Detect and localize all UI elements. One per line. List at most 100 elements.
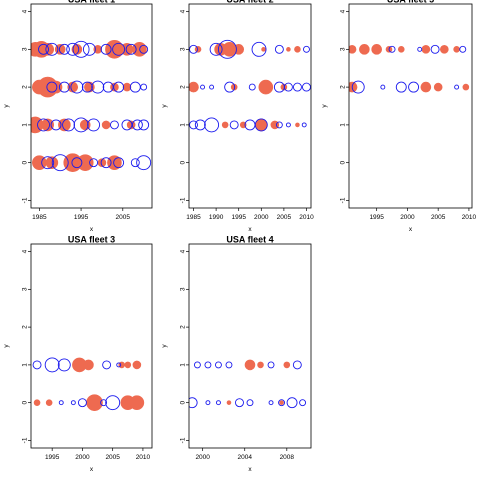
data-point-filled — [294, 46, 301, 53]
panel-4: USA fleet 3 -1 0 1 2 3 4 1995 2000 2005 2010 x y — [3, 235, 153, 473]
data-point-filled — [49, 80, 63, 94]
data-points — [189, 359, 307, 409]
data-point-open — [225, 361, 233, 369]
data-point-open — [430, 44, 440, 54]
data-point-open — [77, 398, 87, 408]
x-tick-label: 1995 — [369, 214, 384, 221]
x-tick-label: 2000 — [254, 214, 269, 221]
x-tick-label: 2010 — [299, 214, 314, 221]
data-point-filled — [86, 394, 103, 411]
data-point-open — [193, 361, 201, 369]
data-point-open — [116, 362, 122, 368]
data-point-open — [62, 118, 76, 132]
data-point-filled — [433, 82, 443, 92]
y-tick-label: 3 — [21, 47, 28, 51]
data-point-filled — [129, 395, 145, 410]
data-point-filled — [83, 359, 94, 371]
data-point-filled — [101, 120, 111, 130]
data-point-open — [459, 45, 467, 53]
data-point-filled — [58, 118, 71, 132]
y-tick-label: 1 — [339, 123, 346, 127]
data-point-open — [301, 122, 307, 128]
data-point-open — [189, 397, 198, 409]
y-tick-label: 2 — [179, 325, 186, 329]
panel-title: USA fleet 3 — [68, 235, 115, 245]
y-tick-label: 1 — [21, 123, 28, 127]
data-point-filled — [226, 400, 232, 405]
x-tick-label: 2004 — [238, 454, 253, 461]
panel-title: USA fleet 2 — [226, 0, 273, 5]
data-point-filled — [124, 361, 132, 369]
data-point-open — [66, 42, 80, 56]
data-point-filled — [76, 154, 94, 171]
data-point-filled — [453, 46, 460, 53]
data-point-open — [58, 43, 70, 55]
data-point-open — [109, 120, 119, 130]
y-tick-label: 4 — [339, 9, 346, 13]
data-point-filled — [132, 360, 142, 370]
data-point-open — [215, 400, 221, 406]
data-point-open — [204, 361, 212, 369]
y-tick-label: 1 — [179, 123, 186, 127]
data-point-filled — [221, 121, 229, 129]
x-tick-label: 2000 — [400, 214, 415, 221]
data-point-open — [408, 81, 420, 93]
x-tick-label: 2000 — [75, 454, 90, 461]
data-point-open — [72, 40, 90, 58]
data-point-filled — [45, 399, 53, 406]
x-axis-label: x — [90, 466, 94, 473]
data-point-open — [38, 43, 49, 55]
data-point-open — [224, 81, 236, 93]
y-tick-label: 3 — [179, 47, 186, 51]
data-point-open — [209, 84, 215, 90]
y-axis-label: y — [161, 344, 168, 348]
data-point-filled — [397, 46, 405, 53]
y-tick-label: 4 — [179, 249, 186, 253]
data-point-filled — [189, 81, 199, 93]
data-point-open — [45, 42, 59, 56]
data-point-open — [194, 119, 206, 131]
data-points — [349, 44, 470, 94]
data-point-open — [51, 154, 69, 172]
data-point-open — [70, 80, 84, 94]
x-axis-label: x — [409, 226, 413, 233]
y-tick-label: 0 — [339, 160, 346, 164]
data-point-filled — [244, 359, 256, 371]
data-point-open — [102, 360, 112, 370]
data-point-filled — [462, 83, 470, 91]
y-tick-label: -1 — [339, 197, 346, 203]
data-point-open — [351, 80, 365, 94]
data-point-open — [131, 119, 143, 131]
data-point-open — [82, 42, 96, 56]
panel-5: USA fleet 4 -1 0 1 2 3 4 2000 2004 2008 x y — [161, 235, 312, 473]
data-point-filled — [359, 44, 370, 55]
data-point-filled — [194, 46, 202, 53]
data-point-open — [204, 117, 220, 133]
panel-1: USA fleet 1 -1 0 1 2 3 4 1985 1995 2005 x y — [3, 0, 153, 233]
data-point-open — [105, 395, 121, 411]
data-point-filled — [239, 121, 247, 129]
data-point-filled — [421, 45, 431, 54]
panel-2: USA fleet 2 -1 0 1 2 3 4 1985 1990 1995 2000 2005 20… — [161, 0, 314, 233]
y-tick-label: 4 — [21, 9, 28, 13]
y-tick-label: -1 — [179, 197, 186, 203]
data-points — [32, 357, 145, 411]
data-point-open — [189, 44, 198, 54]
data-point-filled — [257, 361, 264, 369]
x-tick-label: 1985 — [32, 214, 47, 221]
y-tick-label: 4 — [21, 249, 28, 253]
data-point-open — [283, 82, 293, 92]
data-point-open — [100, 43, 112, 55]
data-point-open — [58, 81, 70, 93]
data-point-filled — [371, 44, 382, 55]
panel-title: USA fleet 5 — [387, 0, 434, 5]
data-point-open — [268, 400, 274, 406]
data-point-filled — [279, 400, 284, 405]
data-point-filled — [440, 45, 449, 54]
data-point-open — [70, 400, 76, 406]
data-point-filled — [41, 118, 54, 132]
y-tick-label: 0 — [179, 160, 186, 164]
data-point-open — [299, 399, 307, 407]
data-point-filled — [261, 47, 266, 52]
